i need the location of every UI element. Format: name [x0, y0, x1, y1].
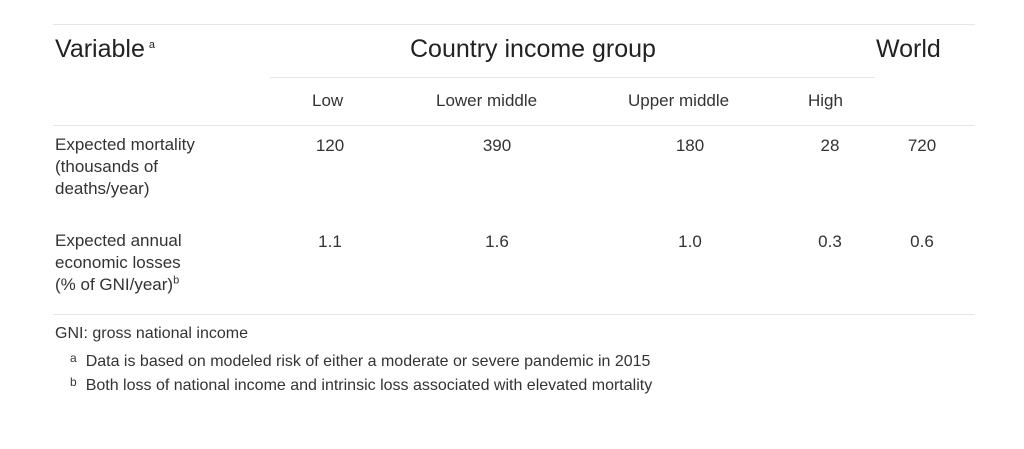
row-label-line-text: (% of GNI/year) — [55, 275, 174, 294]
cell-losses-upper-middle: 1.0 — [678, 232, 702, 251]
footnote-mark: a — [70, 351, 77, 365]
table-top-rule — [53, 24, 975, 25]
row-label-line: Expected annual — [55, 231, 182, 250]
row-label-line: (thousands of — [55, 157, 159, 176]
row-footnote-marker: b — [173, 274, 180, 287]
table-bottom-rule — [53, 314, 975, 315]
cell-mortality-upper-middle: 180 — [675, 136, 705, 155]
row-label-line: (% of GNI/year)b — [55, 274, 245, 296]
row-label-line: Expected mortality — [55, 135, 195, 154]
variable-header: Variable a — [55, 35, 155, 64]
cell-losses-low: 1.1 — [318, 232, 342, 251]
row-label-expected-mortality: Expected mortality (thousands of deaths/… — [55, 134, 245, 200]
footnote-mark: b — [70, 375, 77, 389]
country-income-group-header: Country income group — [410, 35, 656, 63]
footnote-text: Both loss of national income and intrins… — [85, 377, 653, 394]
footnote-text: Data is based on modeled risk of either … — [85, 353, 651, 370]
variable-header-text: Variable — [55, 35, 145, 63]
abbreviation-note: GNI: gross national income — [55, 325, 248, 342]
row-label-line: economic losses — [55, 253, 181, 272]
column-header-upper-middle: Upper middle — [628, 91, 730, 110]
variable-footnote-marker: a — [148, 38, 155, 51]
group-header-rule — [270, 77, 875, 78]
row-label-line: deaths/year) — [55, 179, 150, 198]
cell-losses-high: 0.3 — [818, 232, 842, 251]
cell-mortality-high: 28 — [820, 136, 840, 155]
world-header: World — [876, 35, 941, 63]
footnote-a: a Data is based on modeled risk of either… — [70, 351, 651, 371]
row-label-economic-losses: Expected annual economic losses (% of GN… — [55, 230, 245, 296]
cell-mortality-lower-middle: 390 — [482, 136, 512, 155]
column-header-low: Low — [312, 91, 344, 110]
cell-mortality-world: 720 — [907, 136, 937, 155]
column-header-high: High — [808, 91, 843, 110]
cell-mortality-low: 120 — [315, 136, 345, 155]
column-header-lower-middle: Lower middle — [436, 91, 538, 110]
header-bottom-rule — [53, 125, 975, 126]
cell-losses-lower-middle: 1.6 — [485, 232, 509, 251]
cell-losses-world: 0.6 — [910, 232, 934, 251]
footnote-b: b Both loss of national income and intrin… — [70, 375, 653, 395]
